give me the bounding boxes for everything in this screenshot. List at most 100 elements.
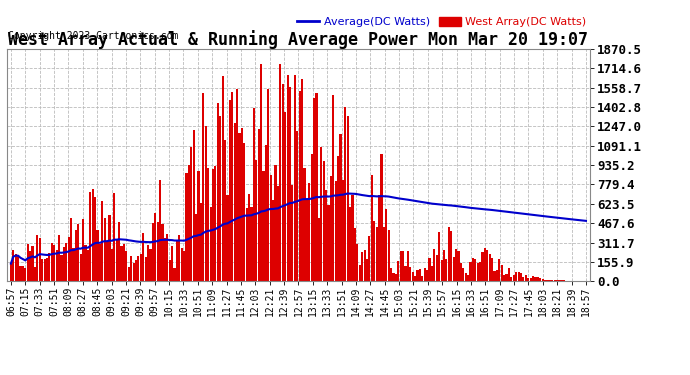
Bar: [19, 266, 21, 281]
Bar: [310, 154, 313, 281]
Bar: [296, 131, 298, 281]
Bar: [236, 89, 238, 281]
Bar: [265, 145, 267, 281]
Bar: [373, 222, 375, 281]
Bar: [395, 274, 397, 281]
Bar: [484, 248, 486, 281]
Bar: [457, 252, 460, 281]
Bar: [409, 267, 411, 281]
Bar: [286, 75, 288, 281]
Bar: [262, 171, 264, 281]
Bar: [431, 266, 433, 281]
Bar: [551, 280, 553, 281]
Bar: [87, 250, 89, 281]
Bar: [433, 249, 435, 281]
Bar: [501, 265, 503, 281]
Bar: [469, 262, 471, 281]
Bar: [224, 140, 226, 281]
Bar: [166, 234, 168, 281]
Bar: [549, 280, 551, 281]
Bar: [92, 189, 94, 281]
Bar: [563, 280, 565, 281]
Bar: [450, 231, 452, 281]
Bar: [342, 180, 344, 281]
Bar: [272, 200, 274, 281]
Bar: [368, 236, 371, 281]
Bar: [426, 270, 428, 281]
Bar: [346, 116, 349, 281]
Bar: [414, 276, 416, 281]
Bar: [12, 250, 14, 281]
Bar: [522, 277, 524, 281]
Bar: [294, 75, 296, 281]
Bar: [250, 207, 253, 281]
Bar: [349, 207, 351, 281]
Bar: [553, 279, 555, 281]
Bar: [210, 207, 212, 281]
Bar: [186, 173, 188, 281]
Bar: [10, 264, 12, 281]
Bar: [82, 219, 84, 281]
Bar: [60, 255, 63, 281]
Bar: [428, 258, 431, 281]
Bar: [529, 278, 532, 281]
Bar: [104, 218, 106, 281]
Bar: [513, 275, 515, 281]
Bar: [544, 280, 546, 281]
Bar: [231, 92, 233, 281]
Bar: [279, 64, 282, 281]
Bar: [556, 280, 558, 281]
Bar: [404, 266, 406, 281]
Bar: [157, 222, 159, 281]
Bar: [32, 246, 34, 281]
Bar: [94, 197, 96, 281]
Bar: [284, 112, 286, 281]
Bar: [221, 76, 224, 281]
Bar: [511, 276, 513, 281]
Bar: [241, 128, 243, 281]
Bar: [489, 254, 491, 281]
Bar: [152, 223, 154, 281]
Bar: [443, 251, 445, 281]
Bar: [48, 253, 50, 281]
Bar: [39, 238, 41, 281]
Bar: [289, 87, 291, 281]
Bar: [135, 260, 137, 281]
Bar: [255, 160, 257, 281]
Bar: [75, 230, 77, 281]
Bar: [205, 126, 207, 281]
Bar: [27, 244, 29, 281]
Bar: [118, 222, 120, 281]
Bar: [270, 175, 272, 281]
Bar: [34, 267, 36, 281]
Bar: [354, 228, 356, 281]
Bar: [325, 190, 327, 281]
Bar: [226, 195, 228, 281]
Bar: [41, 259, 43, 281]
Bar: [51, 243, 53, 281]
Bar: [419, 269, 421, 281]
Bar: [72, 248, 75, 281]
Bar: [176, 240, 178, 281]
Bar: [375, 227, 377, 281]
Bar: [356, 244, 358, 281]
Bar: [267, 89, 269, 281]
Bar: [121, 246, 123, 281]
Bar: [424, 268, 426, 281]
Bar: [188, 165, 190, 281]
Bar: [77, 224, 79, 281]
Bar: [388, 230, 390, 281]
Bar: [330, 176, 332, 281]
Bar: [455, 249, 457, 281]
Bar: [364, 250, 366, 281]
Bar: [53, 245, 55, 281]
Bar: [383, 226, 385, 281]
Bar: [253, 108, 255, 281]
Bar: [243, 143, 246, 281]
Bar: [333, 95, 335, 281]
Bar: [140, 254, 142, 281]
Bar: [43, 259, 46, 281]
Bar: [291, 185, 293, 281]
Bar: [486, 250, 489, 281]
Bar: [527, 278, 529, 281]
